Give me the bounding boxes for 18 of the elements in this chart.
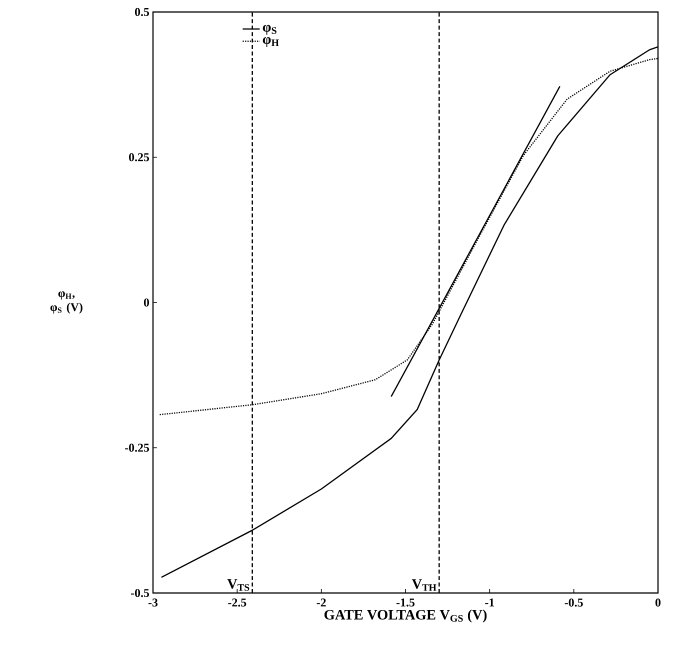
x-tick-label: -2 (316, 598, 326, 606)
text: φ$_{H}$, φ$_{S}$ (V) (50, 291, 82, 314)
x-tick-label: -0.5 (564, 598, 583, 607)
x-tick-label: -3 (148, 598, 158, 607)
legend-label: φ$_{H}$ (262, 37, 279, 47)
y-tick-label: -0.5 (130, 588, 150, 598)
ref-line-label: V$_{TH}$ (412, 579, 436, 591)
x-axis-title: GATE VOLTAGE V$_{GS}$ (V) (324, 609, 487, 622)
x-tick-label: 0 (655, 598, 661, 607)
ref-line-label: V$_{TS}$ (227, 579, 250, 591)
x-tick-label: -1 (485, 598, 494, 606)
y-tick-label: 0.5 (134, 8, 150, 16)
x-tick-label: -1.5 (396, 598, 415, 607)
y-tick-label: -0.25 (125, 444, 150, 452)
y-tick-label: 0.25 (129, 153, 150, 162)
x-tick-label: -2.5 (228, 598, 246, 607)
y-tick-label: 0 (144, 298, 150, 307)
legend-label: φ$_{S}$ (262, 24, 276, 35)
